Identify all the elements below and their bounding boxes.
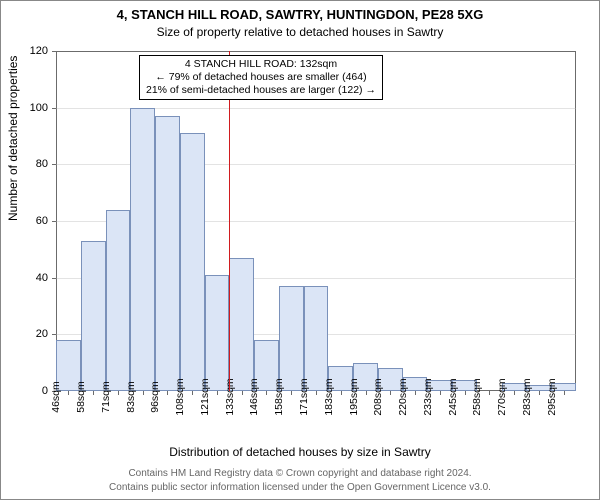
ytick-mark: [52, 51, 56, 52]
ytick-mark: [52, 221, 56, 222]
xtick-mark: [242, 391, 243, 395]
histogram-bar: [81, 241, 106, 391]
ytick-mark: [52, 278, 56, 279]
xtick-mark: [539, 391, 540, 395]
xtick-mark: [514, 391, 515, 395]
annotation-line: 21% of semi-detached houses are larger (…: [146, 84, 376, 97]
xtick-label: 283sqm: [521, 378, 533, 415]
ytick-label: 60: [36, 215, 48, 227]
ytick-label: 40: [36, 272, 48, 284]
x-axis-label: Distribution of detached houses by size …: [1, 445, 599, 459]
xtick-label: 158sqm: [273, 378, 285, 415]
xtick-label: 146sqm: [248, 378, 260, 415]
histogram-bar: [229, 258, 254, 391]
xtick-label: 108sqm: [174, 378, 186, 415]
xtick-mark: [564, 391, 565, 395]
xtick-label: 270sqm: [496, 378, 508, 415]
xtick-mark: [341, 391, 342, 395]
ytick-label: 0: [42, 385, 48, 397]
xtick-label: 195sqm: [348, 378, 360, 415]
xtick-label: 183sqm: [323, 378, 335, 415]
xtick-label: 220sqm: [397, 378, 409, 415]
chart-title-sub: Size of property relative to detached ho…: [1, 25, 599, 39]
property-size-chart: 4, STANCH HILL ROAD, SAWTRY, HUNTINGDON,…: [0, 0, 600, 500]
xtick-mark: [316, 391, 317, 395]
xtick-label: 258sqm: [471, 378, 483, 415]
reference-line: [229, 51, 230, 391]
histogram-bar: [205, 275, 230, 391]
ytick-label: 80: [36, 158, 48, 170]
xtick-mark: [217, 391, 218, 395]
xtick-mark: [291, 391, 292, 395]
xtick-mark: [192, 391, 193, 395]
xtick-label: 71sqm: [100, 381, 112, 413]
xtick-mark: [489, 391, 490, 395]
xtick-label: 58sqm: [75, 381, 87, 413]
xtick-label: 121sqm: [199, 378, 211, 415]
xtick-mark: [167, 391, 168, 395]
annotation-box: 4 STANCH HILL ROAD: 132sqm← 79% of detac…: [139, 55, 383, 100]
chart-title-main: 4, STANCH HILL ROAD, SAWTRY, HUNTINGDON,…: [1, 7, 599, 22]
axis-top: [56, 51, 576, 52]
ytick-mark: [52, 334, 56, 335]
plot-area: 02040608010012046sqm58sqm71sqm83sqm96sqm…: [56, 51, 576, 391]
xtick-label: 46sqm: [50, 381, 62, 413]
ytick-label: 100: [30, 102, 48, 114]
xtick-label: 295sqm: [546, 378, 558, 415]
ytick-label: 120: [30, 45, 48, 57]
ytick-mark: [52, 108, 56, 109]
histogram-bar: [304, 286, 329, 391]
histogram-bar: [106, 210, 131, 391]
ytick-label: 20: [36, 328, 48, 340]
histogram-bar: [155, 116, 180, 391]
xtick-mark: [366, 391, 367, 395]
xtick-label: 245sqm: [447, 378, 459, 415]
xtick-label: 83sqm: [125, 381, 137, 413]
xtick-label: 171sqm: [298, 378, 310, 415]
xtick-mark: [266, 391, 267, 395]
xtick-mark: [390, 391, 391, 395]
xtick-label: 96sqm: [149, 381, 161, 413]
footer-line-2: Contains public sector information licen…: [1, 482, 599, 493]
xtick-mark: [68, 391, 69, 395]
annotation-line: 4 STANCH HILL ROAD: 132sqm: [146, 58, 376, 71]
xtick-mark: [118, 391, 119, 395]
xtick-label: 233sqm: [422, 378, 434, 415]
xtick-mark: [93, 391, 94, 395]
xtick-mark: [440, 391, 441, 395]
histogram-bar: [180, 133, 205, 391]
xtick-mark: [415, 391, 416, 395]
annotation-line: ← 79% of detached houses are smaller (46…: [146, 71, 376, 84]
y-axis-label: Number of detached properties: [6, 56, 20, 221]
xtick-label: 208sqm: [372, 378, 384, 415]
histogram-bar: [279, 286, 304, 391]
footer-line-1: Contains HM Land Registry data © Crown c…: [1, 468, 599, 479]
xtick-mark: [465, 391, 466, 395]
xtick-mark: [143, 391, 144, 395]
ytick-mark: [52, 164, 56, 165]
histogram-bar: [130, 108, 155, 391]
